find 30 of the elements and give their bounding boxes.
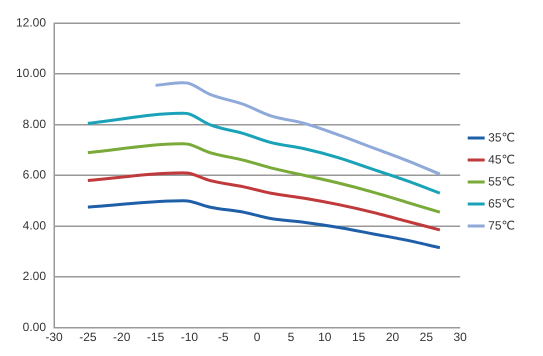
- x-tick-label: -5: [218, 330, 229, 344]
- x-tick-label: -10: [180, 330, 198, 344]
- line-series: [86, 199, 442, 250]
- y-tick-label: 10.00: [16, 66, 46, 80]
- y-tick-label: 8.00: [22, 116, 46, 131]
- x-tick-label: -15: [146, 330, 165, 344]
- legend-label: 65℃: [488, 196, 516, 210]
- x-tick-label: -20: [113, 330, 131, 344]
- legend-label: 45℃: [488, 152, 516, 166]
- x-tick-label: 30: [453, 330, 468, 344]
- legend-label: 75℃: [488, 218, 516, 232]
- x-tick-label: 10: [318, 330, 332, 344]
- legend-label: 55℃: [488, 174, 516, 188]
- y-tick-label: 12.00: [16, 16, 46, 30]
- x-tick-label: 5: [288, 330, 295, 344]
- y-tick-label: 4.00: [22, 218, 46, 232]
- line-series: [154, 81, 442, 176]
- x-tick-label: 20: [386, 330, 400, 344]
- x-tick-label: 25: [420, 330, 434, 344]
- x-tick-label: -25: [79, 330, 97, 344]
- line-series: [86, 171, 442, 232]
- line-series: [86, 142, 442, 214]
- x-tick-label: 0: [254, 330, 261, 344]
- legend-label: 35℃: [488, 130, 516, 144]
- line-series: [86, 112, 442, 195]
- x-tick-label: -30: [45, 330, 64, 344]
- x-tick-label: 15: [352, 330, 366, 344]
- y-tick-label: 6.00: [22, 168, 46, 182]
- y-tick-label: 2.00: [22, 269, 46, 284]
- y-tick-label: 0.00: [22, 320, 46, 334]
